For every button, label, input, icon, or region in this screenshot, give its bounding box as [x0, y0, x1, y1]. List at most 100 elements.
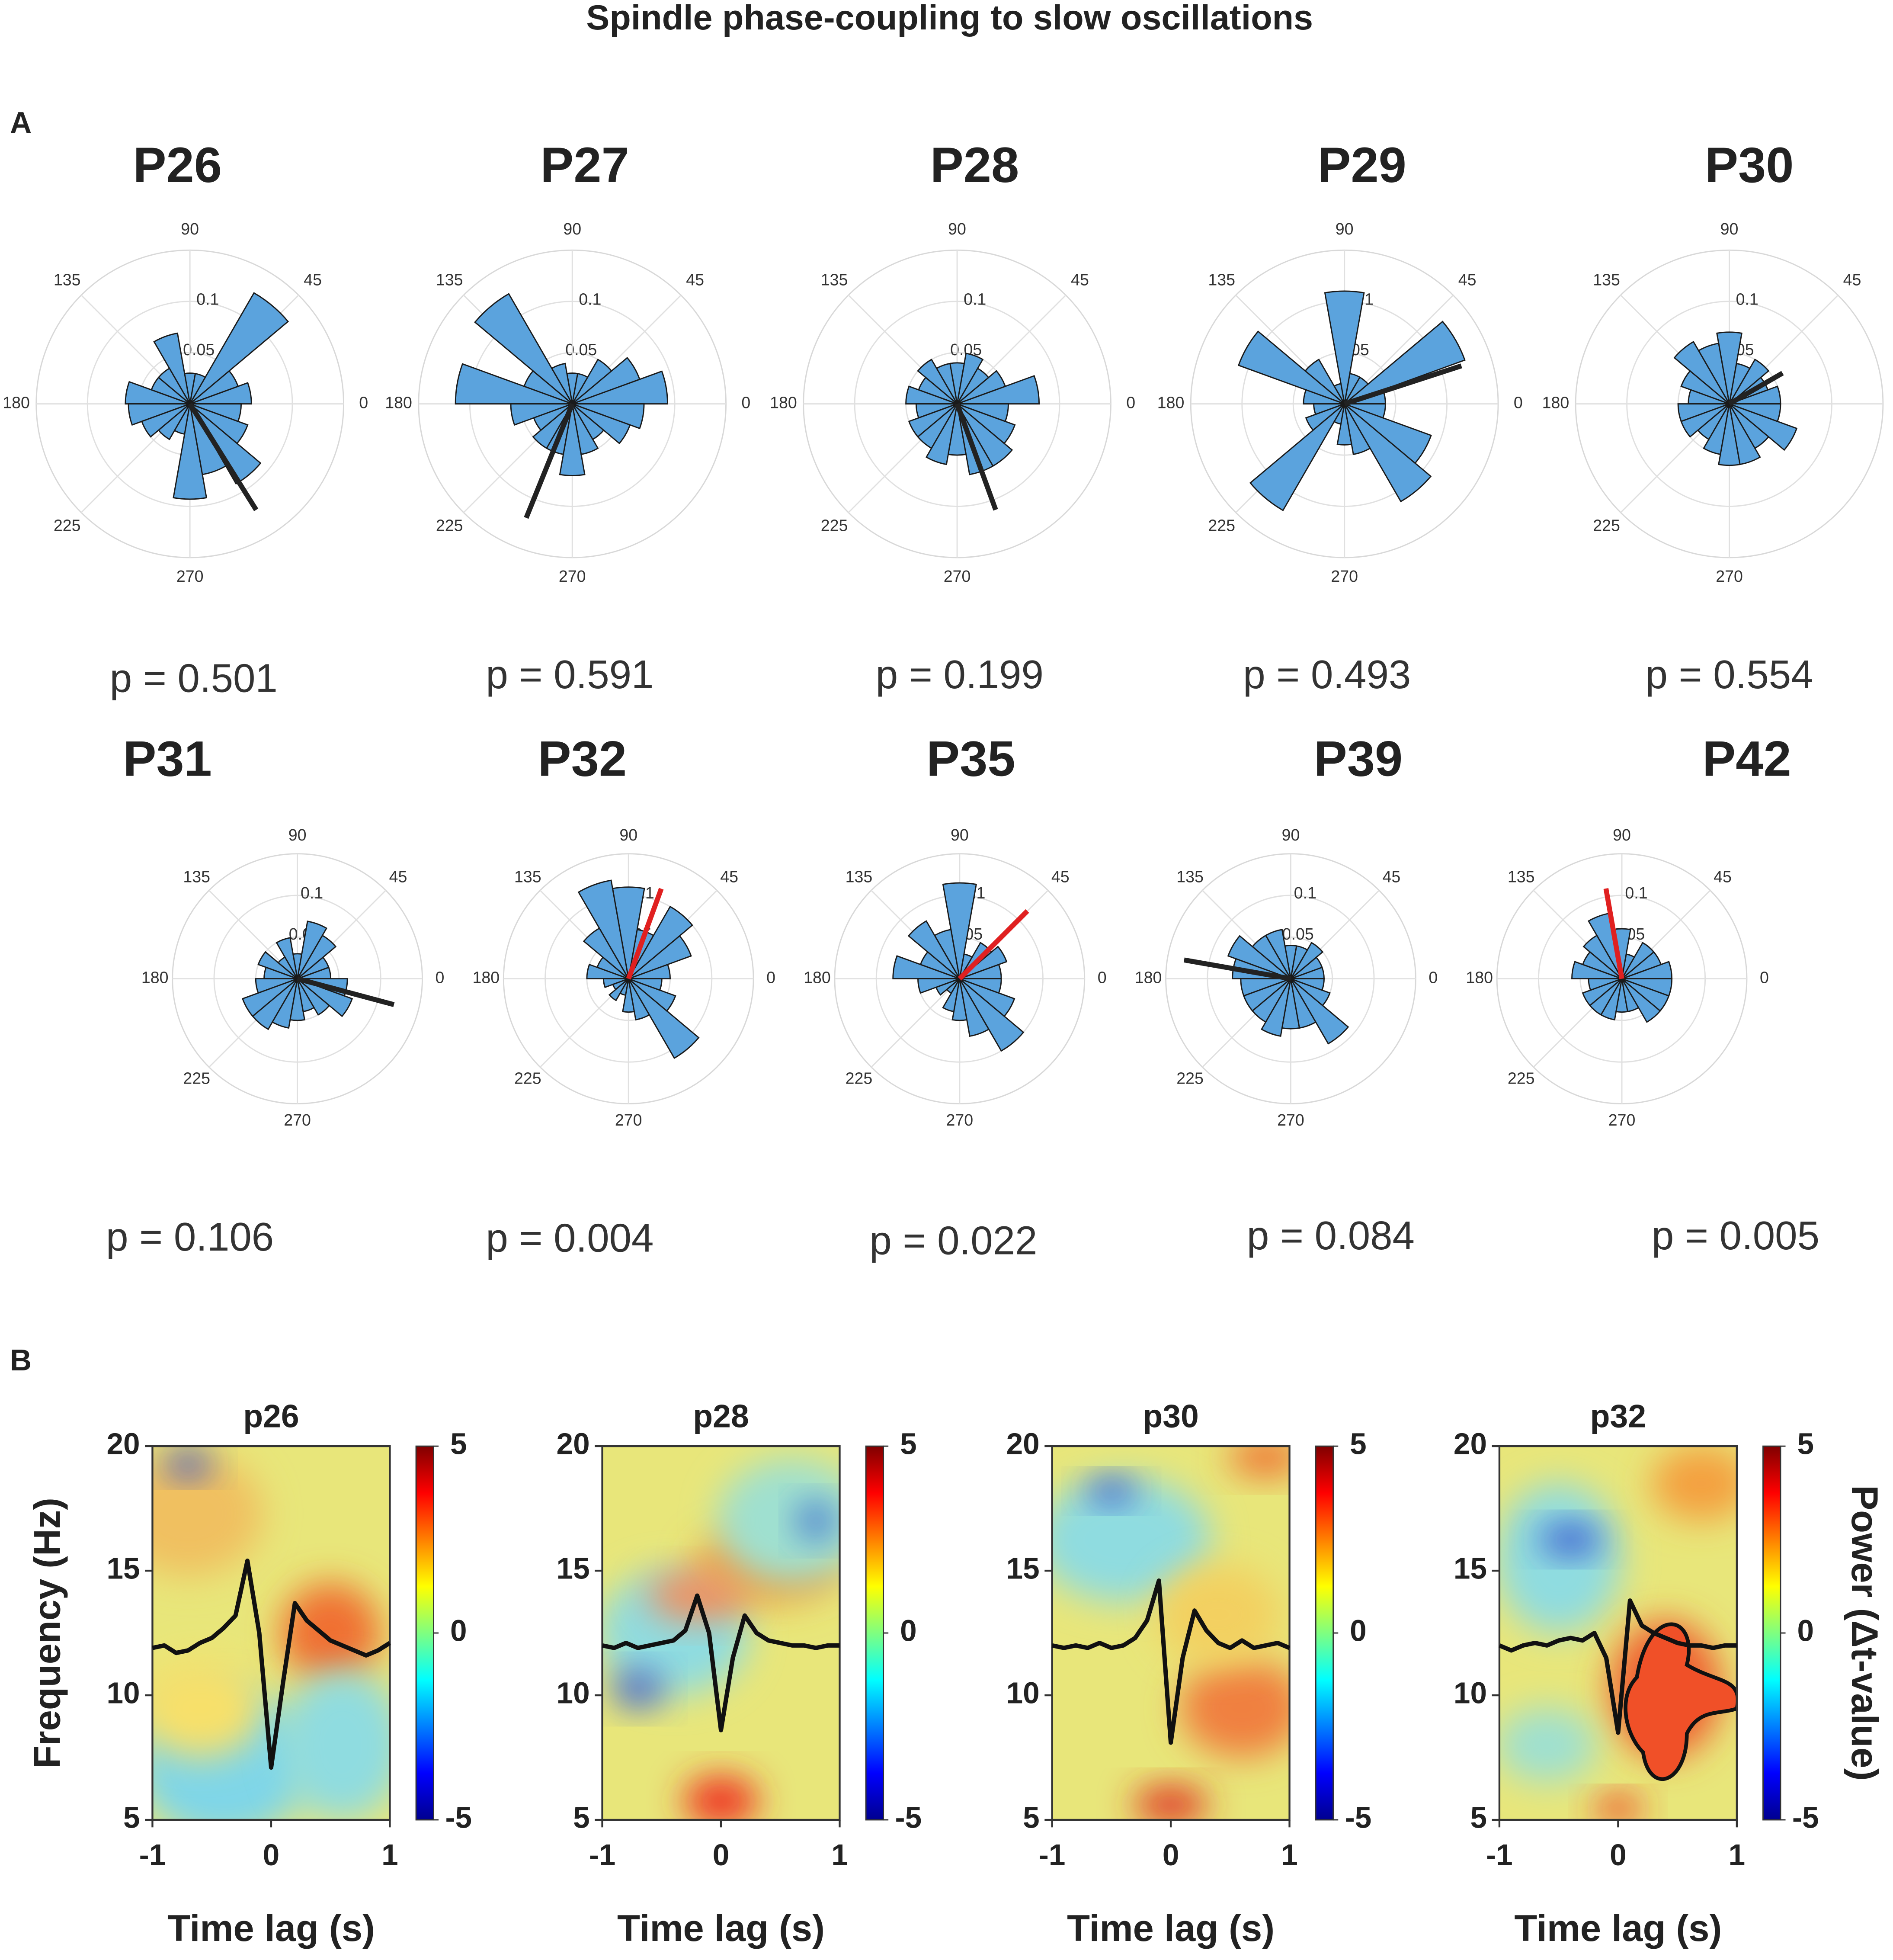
- y-tick-label: 5: [573, 1800, 590, 1834]
- bar: [1324, 290, 1365, 404]
- angle-label: 45: [1051, 868, 1070, 886]
- colorbar: [1315, 1445, 1334, 1821]
- y-tick-label: 10: [1006, 1676, 1040, 1710]
- angle-label: 270: [176, 567, 204, 585]
- heatmap-blob: [1052, 1477, 1211, 1602]
- mean-direction: [1603, 888, 1624, 979]
- bar: [1249, 403, 1345, 511]
- angle-label: 45: [1843, 271, 1861, 289]
- mean-direction: [1183, 957, 1291, 982]
- colorbar-tick-label: 5: [1797, 1427, 1814, 1460]
- heatmap-blob: [152, 1451, 263, 1576]
- p-value: p = 0.493: [1243, 652, 1411, 697]
- angle-label: 180: [1157, 394, 1185, 412]
- bar: [628, 978, 676, 1012]
- angle-label: 135: [1208, 271, 1235, 289]
- heatmap-blob: [797, 1502, 835, 1540]
- cluster-contour: [1624, 1622, 1737, 1781]
- bar: [957, 403, 1009, 422]
- mean-direction: [188, 402, 259, 511]
- heatmap-image: [1499, 1446, 1737, 1820]
- chart-title: P35: [926, 731, 1015, 786]
- angle-label: 270: [1716, 567, 1743, 585]
- angle-label: 225: [436, 516, 463, 535]
- angle-label: 180: [385, 394, 412, 412]
- bar: [1290, 942, 1324, 979]
- angle-label: 90: [1336, 220, 1354, 238]
- mean-direction: [1728, 371, 1784, 406]
- bar: [1673, 341, 1730, 404]
- plot-frame: [1051, 1445, 1291, 1821]
- angle-label: 270: [559, 567, 586, 585]
- colorbar: [415, 1445, 434, 1821]
- colorbar: [865, 1445, 884, 1821]
- bar: [572, 356, 641, 404]
- angle-label: 0: [436, 969, 445, 987]
- polar-chart: P27 p = 0.591 0.05 0.1 0 45 90 135 180 225 270: [385, 137, 750, 697]
- angle-label: 180: [3, 394, 30, 412]
- bar: [1303, 389, 1345, 405]
- p-value: p = 0.591: [486, 652, 653, 697]
- angle-label: 90: [1720, 220, 1739, 238]
- bar: [297, 978, 353, 1017]
- bar: [907, 920, 961, 979]
- angle-label: 0: [741, 394, 750, 412]
- plot-frame: [151, 1445, 391, 1821]
- bar: [959, 978, 1025, 1052]
- heatmap-blob: [683, 1776, 759, 1820]
- heatmap-blob: [1156, 1564, 1281, 1665]
- angle-label: 0: [1126, 394, 1135, 412]
- chart-title: p32: [1590, 1398, 1646, 1434]
- angle-label: 225: [1508, 1069, 1535, 1087]
- bar: [297, 921, 327, 979]
- x-axis-label: Time lag (s): [167, 1908, 375, 1949]
- bar: [153, 332, 191, 404]
- y-tick-label: 15: [557, 1551, 590, 1585]
- y-tick-label: 15: [1006, 1551, 1040, 1585]
- angle-label: 270: [284, 1111, 311, 1129]
- y-tick-label: 15: [1454, 1551, 1487, 1585]
- trace-line: [1498, 1598, 1737, 1735]
- x-tick-label: -1: [589, 1838, 616, 1872]
- bar: [577, 879, 629, 979]
- bar: [141, 403, 191, 438]
- angle-label: 135: [183, 868, 210, 886]
- heatmap-blob: [1228, 1446, 1290, 1476]
- colorbar-tick-label: 0: [1350, 1614, 1367, 1647]
- bar: [559, 404, 586, 476]
- bar: [173, 404, 208, 500]
- colorbar-tick-label: -5: [1345, 1800, 1372, 1834]
- bar: [1227, 935, 1291, 979]
- panel-label: B: [10, 1343, 32, 1377]
- angle-label: 180: [1135, 969, 1162, 987]
- x-axis-label: Time lag (s): [617, 1908, 825, 1949]
- y-tick-label: 5: [123, 1800, 140, 1834]
- bar: [189, 292, 289, 404]
- bar: [1729, 403, 1798, 451]
- x-tick-label: 1: [381, 1838, 398, 1872]
- bar: [1680, 370, 1730, 404]
- y-tick-label: 5: [1023, 1800, 1040, 1834]
- chart-title: P28: [930, 137, 1019, 193]
- p-value: p = 0.554: [1645, 652, 1813, 697]
- r-tick-label: 0.1: [196, 290, 219, 308]
- angle-label: 270: [946, 1111, 974, 1129]
- angle-label: 225: [54, 516, 81, 535]
- bar: [1344, 403, 1432, 503]
- angle-label: 270: [944, 567, 971, 585]
- mean-direction: [626, 888, 664, 980]
- polar-chart: P39 p = 0.084 0.05 0.1 0 45 90 135 180 225 270: [1135, 731, 1438, 1258]
- angle-label: 0: [1514, 394, 1523, 412]
- heatmap-blob: [152, 1658, 263, 1758]
- bar: [1729, 359, 1770, 404]
- bar: [571, 359, 612, 404]
- bar: [1680, 403, 1730, 438]
